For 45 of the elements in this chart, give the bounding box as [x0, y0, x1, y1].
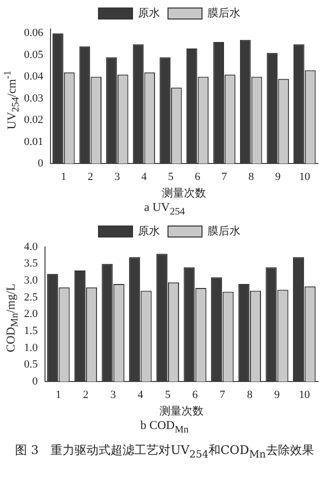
x-tick-label: 8 — [248, 171, 254, 184]
x-tick-label: 1 — [56, 389, 62, 402]
x-tick-label: 4 — [138, 389, 144, 402]
legend-label: 膜后水 — [208, 6, 240, 20]
y-tick-label: 2.0 — [24, 308, 38, 320]
x-tick-label: 5 — [164, 389, 171, 402]
text: a UV$_{254}$ — [144, 200, 185, 218]
text: b COD$_{Mn}$ — [140, 418, 189, 436]
x-tick-label: 4 — [141, 171, 148, 184]
y-tick-label: 0.05 — [24, 48, 44, 61]
legend-label: 原水 — [138, 6, 160, 20]
y-tick-label: 0.01 — [24, 136, 44, 148]
caption: 图 3 重力驱动式超滤工艺对UV$_{254}$和COD$_{Mn}$去除效果 — [15, 442, 314, 460]
y-tick-label: 0 — [38, 157, 44, 170]
x-tick-label: 2 — [82, 389, 88, 402]
x-tick-label: 3 — [114, 171, 120, 184]
x-tick-label: 3 — [110, 389, 116, 402]
x-tick-label: 2 — [88, 171, 94, 184]
y-tick-label: 2.5 — [24, 291, 38, 304]
x-tick-label: 1 — [60, 171, 66, 184]
x-tick-label: 9 — [274, 389, 280, 402]
y-tick-label: 1.0 — [24, 342, 38, 354]
x-tick-label: 5 — [168, 171, 174, 184]
y-tick-label: 0 — [32, 375, 38, 388]
y-tick-label: 4.0 — [24, 240, 38, 253]
x-axis-title: 测量次数 — [159, 404, 204, 418]
x-tick-label: 10 — [299, 171, 311, 184]
x-tick-label: 8 — [246, 389, 253, 402]
x-tick-label: 9 — [275, 171, 282, 184]
legend-label: 膜后水 — [208, 224, 240, 238]
x-tick-label: 6 — [192, 389, 198, 402]
x-tick-label: 10 — [298, 389, 310, 402]
x-tick-label: 7 — [222, 171, 228, 184]
y-tick-label: 3.0 — [24, 274, 38, 287]
x-axis-title: 测量次数 — [162, 186, 206, 200]
y-tick-label: 3.5 — [24, 258, 38, 270]
x-tick-label: 6 — [194, 171, 201, 184]
y-tick-label: 1.5 — [24, 325, 38, 338]
legend-label: 原水 — [138, 224, 160, 238]
x-tick-label: 7 — [220, 389, 226, 402]
y-tick-label: 0.04 — [24, 70, 44, 83]
y-tick-label: 0.02 — [24, 114, 44, 126]
y-tick-label: 0.5 — [24, 358, 38, 371]
y-tick-label: 0.03 — [24, 92, 44, 104]
y-tick-label: 0.06 — [24, 27, 44, 40]
